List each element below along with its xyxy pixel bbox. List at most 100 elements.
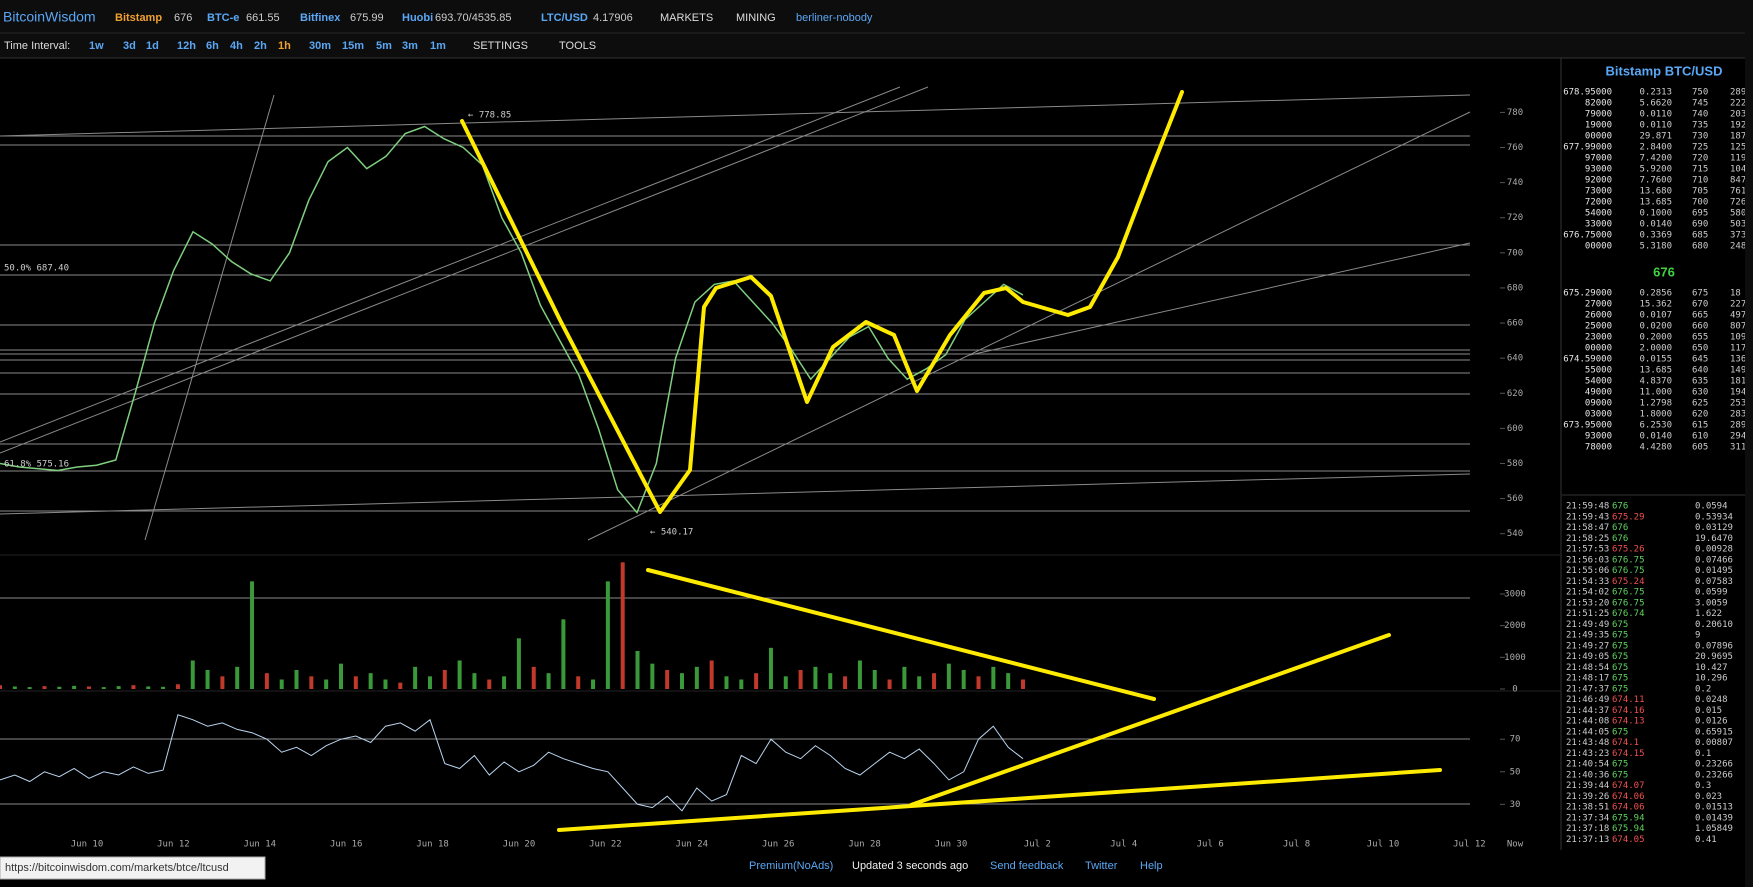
volume-bar: [398, 682, 403, 689]
volume-bar: [205, 670, 210, 689]
status-bar: [0, 856, 266, 880]
interval[interactable]: 5m: [376, 40, 392, 52]
interval[interactable]: 1h: [278, 40, 291, 52]
book-level: 730: [1692, 132, 1708, 142]
book-price: 97000: [1585, 154, 1612, 164]
trade-amount: 0.0599: [1695, 588, 1728, 598]
interval[interactable]: 1w: [89, 40, 104, 52]
book-level: 705: [1692, 187, 1708, 197]
book-total: 503: [1730, 220, 1746, 230]
trade-amount: 1.622: [1695, 609, 1722, 619]
x-tick-label: Jun 18: [416, 840, 449, 850]
book-price: 72000: [1585, 198, 1612, 208]
footer-link[interactable]: Send feedback: [990, 860, 1064, 872]
y-tick-label: 620: [1507, 389, 1523, 399]
volume-bar: [709, 660, 714, 689]
book-level: 675: [1692, 289, 1708, 299]
trade-price: 674.11: [1612, 695, 1645, 705]
interval[interactable]: 30m: [309, 40, 331, 52]
trade-amount: 1.05849: [1695, 824, 1733, 834]
logo[interactable]: BitcoinWisdom: [3, 9, 96, 25]
volume-bar: [0, 685, 2, 689]
trade-price: 675: [1612, 652, 1628, 662]
book-price: 54000: [1585, 377, 1612, 387]
menu[interactable]: MINING: [736, 12, 776, 24]
trade-amount: 9: [1695, 631, 1700, 641]
toolbar-menu[interactable]: TOOLS: [559, 40, 596, 52]
book-level: 695: [1692, 209, 1708, 219]
book-amount: 0.2313: [1639, 88, 1672, 98]
trade-price: 674.15: [1612, 749, 1645, 759]
trend-line: [0, 94, 1471, 137]
book-total: 1254: [1730, 143, 1752, 153]
pattern-sketch: [460, 90, 1184, 514]
volume-bar: [27, 687, 32, 689]
volume-bar: [309, 676, 314, 689]
exchange-link[interactable]: Bitstamp: [115, 12, 162, 24]
footer-link[interactable]: Twitter: [1085, 860, 1118, 872]
book-total: 1092: [1730, 333, 1752, 343]
trade-amount: 0.01495: [1695, 566, 1733, 576]
volume-bar: [605, 581, 610, 689]
volume-bar: [976, 676, 981, 689]
volume-bar: [131, 685, 136, 689]
trade-amount: 0.41: [1695, 835, 1717, 845]
book-level: 610: [1692, 432, 1708, 442]
book-total: 1872: [1730, 132, 1752, 142]
trade-price: 676.74: [1612, 609, 1645, 619]
interval[interactable]: 1m: [430, 40, 446, 52]
exchange-link[interactable]: LTC/USD: [541, 12, 588, 24]
menu[interactable]: berliner-nobody: [796, 12, 873, 24]
trend-line: [0, 86, 901, 443]
volume-bar: [368, 673, 373, 689]
book-amount: 13.685: [1639, 198, 1672, 208]
interval[interactable]: 12h: [177, 40, 196, 52]
book-total: 1493: [1730, 366, 1752, 376]
trade-price: 676.75: [1612, 598, 1645, 608]
trade-amount: 0.0126: [1695, 717, 1728, 727]
book-amount: 0.2856: [1639, 289, 1672, 299]
exchange-link[interactable]: BTC-e: [207, 12, 239, 24]
book-level: 700: [1692, 198, 1708, 208]
trend-line: [0, 473, 1471, 515]
trade-time: 21:44:37: [1566, 706, 1609, 716]
book-total: 18: [1730, 289, 1741, 299]
volume-bar: [457, 660, 462, 689]
footer-link[interactable]: Premium(NoAds): [749, 860, 833, 872]
book-total: 2898: [1730, 88, 1752, 98]
interval[interactable]: 1d: [146, 40, 159, 52]
interval[interactable]: 2h: [254, 40, 267, 52]
x-tick-label: Jun 28: [848, 840, 881, 850]
y-tick-label: 720: [1507, 213, 1523, 223]
book-level: 630: [1692, 388, 1708, 398]
book-amount: 5.6620: [1639, 99, 1672, 109]
x-tick-label: Jul 4: [1110, 840, 1137, 850]
y-tick-label: 0: [1512, 685, 1517, 695]
exchange-link[interactable]: Bitfinex: [300, 12, 341, 24]
volume-bar: [946, 663, 951, 689]
volume-bar: [635, 651, 640, 689]
x-tick-label: Jun 16: [330, 840, 363, 850]
exchange-link[interactable]: Huobi: [402, 12, 433, 24]
book-price: 00000: [1585, 242, 1612, 252]
trade-amount: 0.015: [1695, 706, 1722, 716]
trade-price: 675.94: [1612, 813, 1645, 823]
order-book: 678.95000 0.2313 750 2898 82000 5.6620 745 2222…: [1563, 88, 1752, 845]
interval[interactable]: 3m: [402, 40, 418, 52]
levels: [0, 86, 1471, 805]
toolbar-menu[interactable]: SETTINGS: [473, 40, 528, 52]
x-tick-label: Jul 12: [1453, 840, 1486, 850]
interval[interactable]: 6h: [206, 40, 219, 52]
book-price: 674.59000: [1563, 355, 1612, 365]
user-drawings: [0, 86, 1471, 805]
trade-time: 21:47:37: [1566, 684, 1609, 694]
interval[interactable]: 15m: [342, 40, 364, 52]
toolbar: [0, 34, 1753, 58]
yellow-drawings: [460, 90, 1442, 832]
footer-link[interactable]: Help: [1140, 860, 1163, 872]
trade-amount: 0.00807: [1695, 738, 1733, 748]
menu[interactable]: MARKETS: [660, 12, 713, 24]
book-total: 373: [1730, 231, 1746, 241]
interval[interactable]: 4h: [230, 40, 243, 52]
interval[interactable]: 3d: [123, 40, 136, 52]
